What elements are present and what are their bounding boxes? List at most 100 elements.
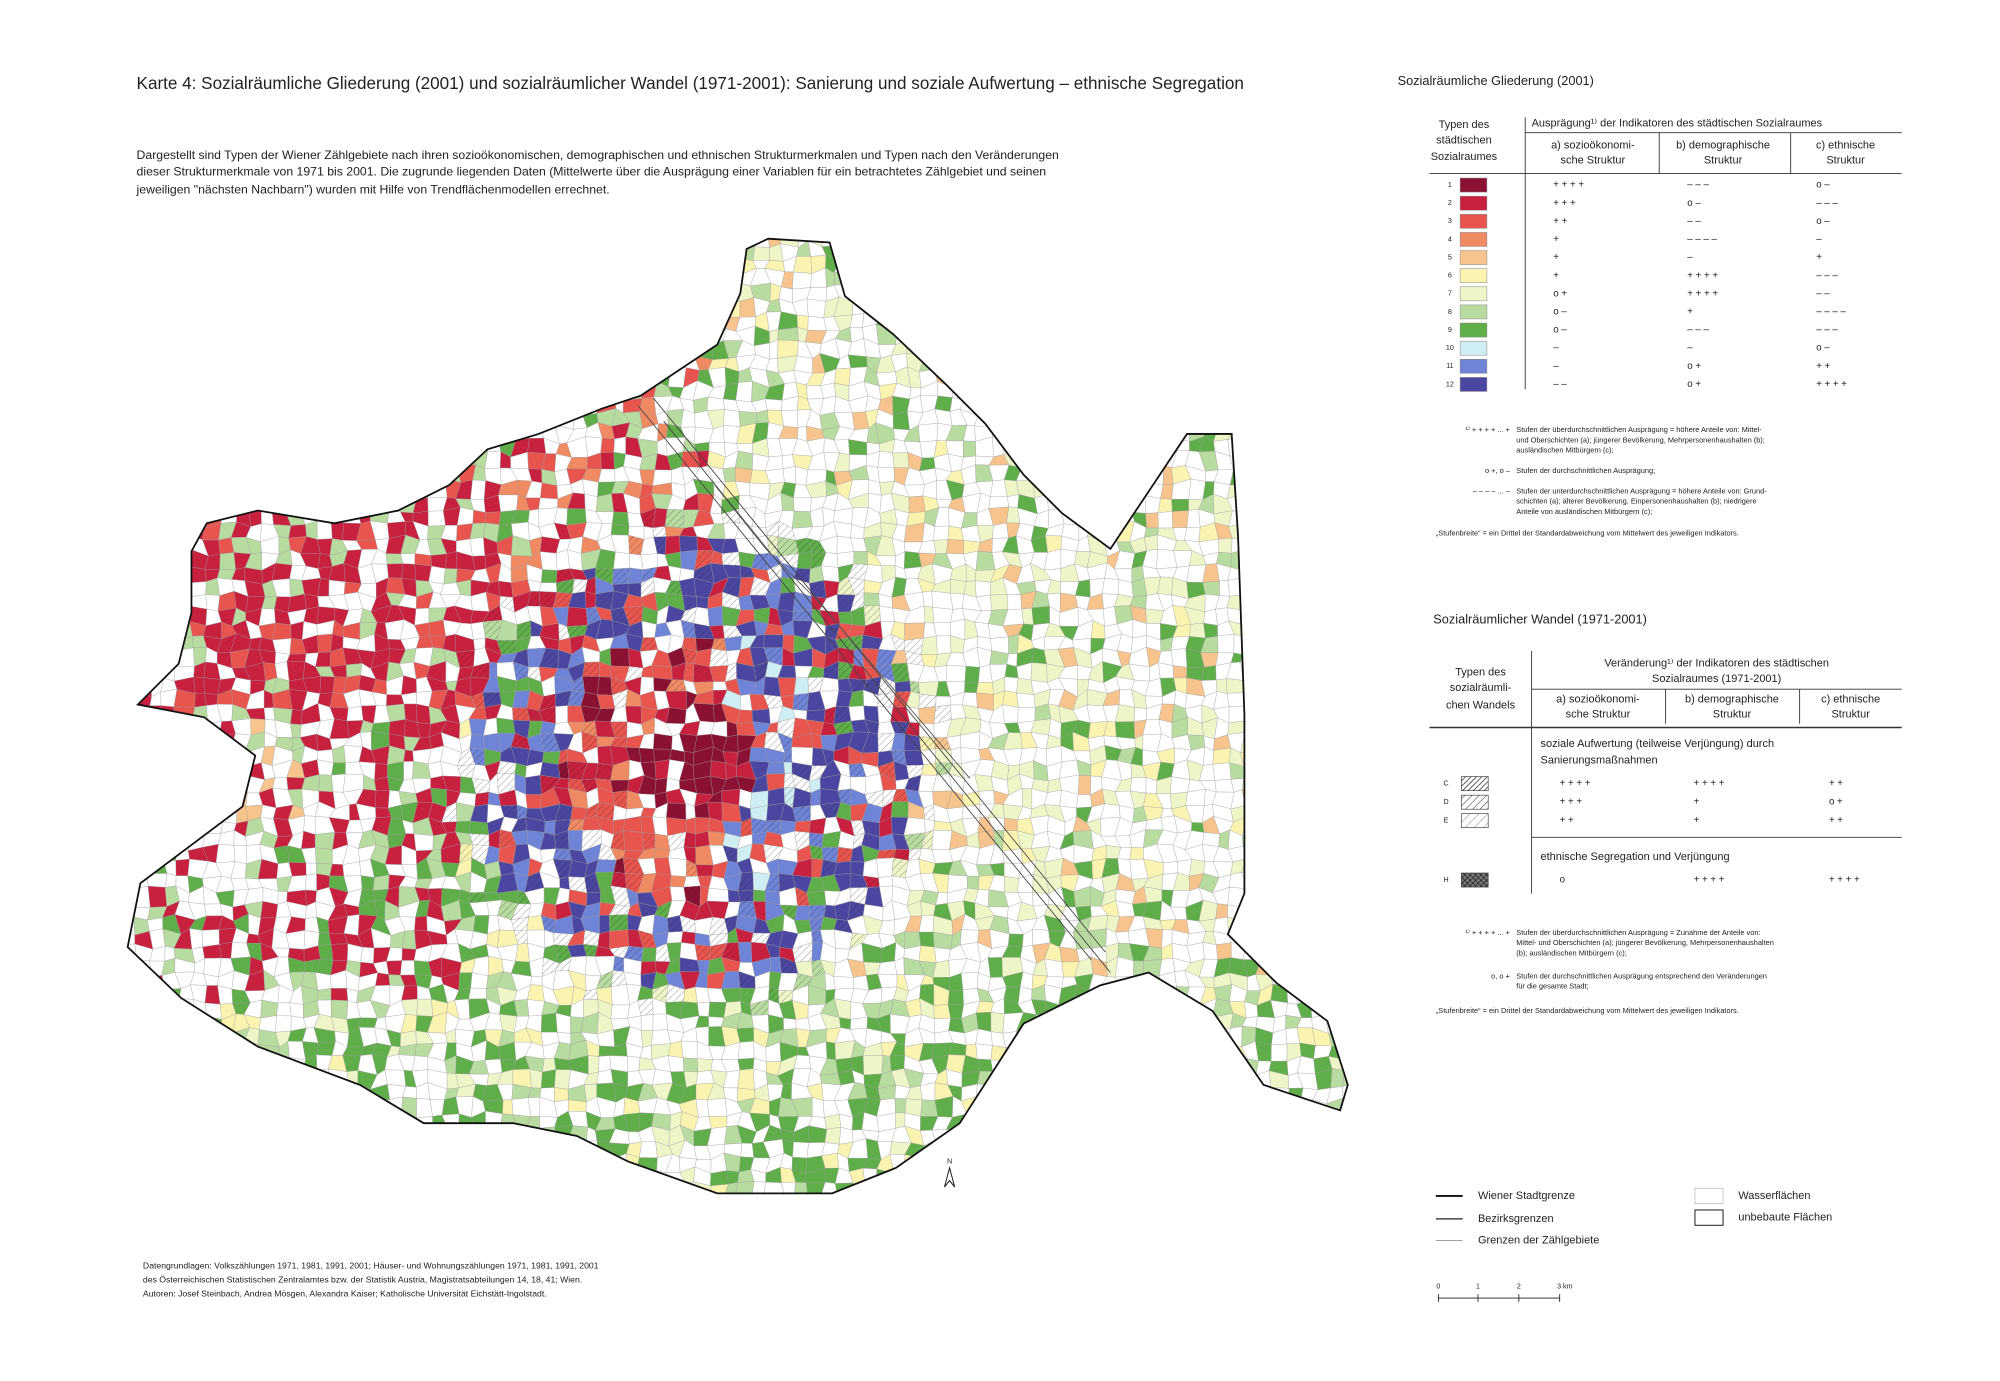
census-area (343, 414, 362, 429)
census-area (933, 352, 951, 373)
census-area (1047, 355, 1066, 374)
census-area (1198, 267, 1218, 290)
census-area (1242, 507, 1263, 528)
census-area (175, 747, 195, 767)
census-area (440, 314, 457, 329)
census-area (1185, 316, 1201, 330)
census-area (230, 284, 252, 301)
census-area (712, 681, 728, 691)
census-area (1254, 620, 1276, 636)
census-area (1119, 340, 1136, 358)
census-area (1128, 282, 1146, 302)
census-area (1354, 409, 1370, 425)
census-area (164, 271, 179, 288)
census-area (1270, 633, 1289, 651)
census-area (497, 313, 517, 330)
census-area (987, 285, 1004, 303)
census-area (1021, 788, 1033, 810)
census-area (922, 260, 939, 276)
census-area (541, 569, 558, 583)
census-area (1199, 300, 1218, 317)
census-area (1128, 397, 1150, 413)
census-area (250, 343, 265, 360)
census-area (711, 311, 727, 329)
census-area (1241, 240, 1257, 261)
census-area (304, 593, 320, 610)
census-area (216, 255, 238, 276)
census-area (386, 396, 403, 413)
census-area (1257, 562, 1275, 585)
census-area (782, 466, 797, 485)
census-area (1115, 464, 1132, 487)
census-area (669, 875, 687, 888)
census-area (262, 268, 278, 287)
census-area (1360, 451, 1368, 470)
census-area (694, 932, 711, 947)
census-area (286, 255, 307, 276)
census-area (187, 731, 206, 752)
census-area (131, 608, 152, 625)
census-area (132, 339, 149, 360)
census-area (1101, 450, 1120, 469)
census-area (1297, 410, 1317, 428)
census-area (429, 285, 447, 299)
census-area (863, 255, 882, 274)
census-area (1173, 344, 1190, 358)
census-area (1302, 902, 1319, 920)
census-area (878, 297, 895, 318)
census-area (918, 931, 935, 948)
census-area (127, 829, 138, 849)
census-area (1172, 238, 1192, 246)
census-area (1255, 437, 1273, 458)
census-area (698, 311, 715, 329)
census-area (946, 539, 964, 555)
census-area (244, 380, 262, 397)
census-area (793, 355, 813, 374)
census-area (203, 238, 221, 244)
census-area (965, 325, 981, 342)
change-hatch (778, 521, 796, 541)
census-area (138, 747, 152, 766)
census-area (556, 238, 575, 244)
census-area (1227, 422, 1245, 440)
census-area (346, 371, 362, 382)
census-area (853, 551, 869, 565)
census-area (994, 297, 1004, 316)
census-area (1212, 381, 1234, 400)
census-area (441, 296, 457, 317)
census-area (525, 272, 546, 290)
census-area (945, 238, 966, 244)
census-area (1129, 324, 1150, 345)
census-area (1273, 562, 1289, 582)
census-area (894, 238, 911, 247)
census-area (1300, 353, 1313, 371)
census-area (1339, 860, 1348, 874)
census-area (650, 245, 673, 260)
census-area (1171, 368, 1187, 386)
census-area (400, 382, 417, 401)
census-area (1231, 395, 1245, 416)
census-area (1283, 677, 1299, 697)
census-area (722, 238, 743, 246)
census-area (1240, 661, 1263, 682)
census-area (1031, 606, 1050, 625)
census-area (960, 383, 981, 401)
census-area (608, 283, 628, 303)
census-area (594, 238, 613, 241)
census-area (1298, 790, 1318, 808)
census-area (127, 257, 139, 271)
census-area (1273, 339, 1289, 357)
census-area (1354, 665, 1369, 680)
census-area (257, 483, 277, 501)
census-area (1360, 441, 1374, 451)
census-area (399, 243, 421, 262)
census-area (1257, 835, 1274, 849)
census-area (301, 577, 321, 597)
census-area (1089, 479, 1107, 497)
census-area (976, 682, 994, 695)
census-area (428, 565, 446, 585)
census-area (148, 513, 167, 526)
census-area (906, 328, 925, 342)
census-area (388, 261, 405, 276)
census-area (375, 397, 392, 412)
